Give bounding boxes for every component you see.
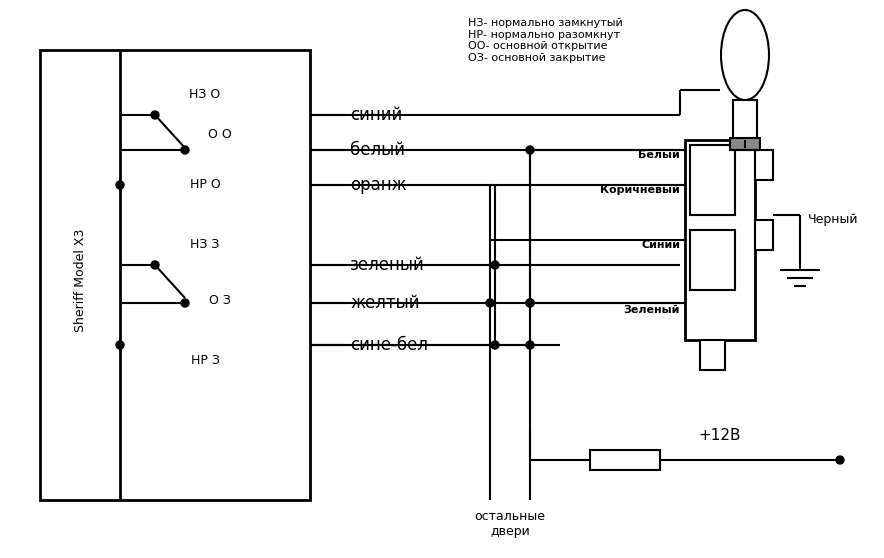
Circle shape	[486, 299, 494, 307]
Bar	[730, 138, 760, 150]
Text: зеленый: зеленый	[350, 256, 424, 274]
Text: остальные
двери: остальные двери	[475, 510, 545, 538]
Circle shape	[116, 341, 124, 349]
Circle shape	[491, 261, 499, 269]
Text: НЗ О: НЗ О	[189, 89, 221, 102]
Text: НР О: НР О	[190, 179, 220, 191]
Text: сине-бел: сине-бел	[350, 336, 428, 354]
Text: белый: белый	[350, 141, 405, 159]
Bar	[690, 230, 735, 290]
Ellipse shape	[721, 10, 769, 100]
Circle shape	[526, 299, 534, 307]
Bar	[755, 220, 773, 250]
Bar	[690, 145, 735, 215]
Circle shape	[526, 146, 534, 154]
Circle shape	[836, 456, 844, 464]
Circle shape	[526, 299, 534, 307]
Text: оранж: оранж	[350, 176, 407, 194]
Text: желтый: желтый	[350, 294, 420, 312]
Text: синий: синий	[350, 106, 402, 124]
Circle shape	[151, 111, 159, 119]
Bar	[733, 100, 757, 140]
Text: Белый: Белый	[638, 150, 680, 160]
Text: О З: О З	[209, 294, 231, 306]
Text: Коричневый: Коричневый	[600, 185, 680, 195]
Text: НЗ- нормально замкнутый
НР- нормально разомкнут
ОО- основной открытие
ОЗ- основн: НЗ- нормально замкнутый НР- нормально ра…	[468, 18, 622, 63]
Text: НР З: НР З	[191, 354, 219, 367]
Bar	[590, 450, 660, 470]
Circle shape	[181, 299, 189, 307]
Circle shape	[526, 341, 534, 349]
Bar	[755, 150, 773, 180]
Bar	[685, 140, 755, 340]
Text: Sheriff Model X3: Sheriff Model X3	[73, 228, 87, 331]
Bar	[40, 50, 310, 500]
Text: +12В: +12В	[698, 427, 742, 442]
Circle shape	[491, 341, 499, 349]
Circle shape	[116, 181, 124, 189]
Text: НЗ З: НЗ З	[190, 238, 220, 252]
Text: Зеленый: Зеленый	[623, 305, 680, 315]
Circle shape	[151, 261, 159, 269]
Text: Синий: Синий	[641, 240, 680, 250]
Circle shape	[181, 146, 189, 154]
Text: О О: О О	[208, 128, 232, 142]
Bar	[700, 340, 725, 370]
Text: Черный: Черный	[808, 214, 858, 227]
